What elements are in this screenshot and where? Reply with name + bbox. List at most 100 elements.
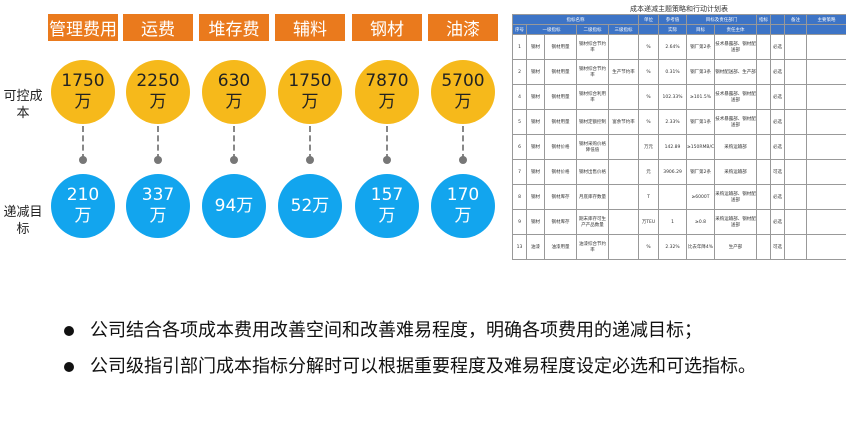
table-cell <box>607 159 640 185</box>
category-steel: 钢材 <box>352 14 422 41</box>
table-cell: % <box>638 59 660 85</box>
table-cell: 技术暴露部、钢材配送部 <box>714 84 758 110</box>
table-cell: 钢材用量 <box>544 34 577 60</box>
table-cell: % <box>638 234 660 260</box>
table-cell: 钢材 <box>526 59 545 85</box>
table-cell: 钢材 <box>526 159 545 185</box>
table-cell <box>607 259 640 260</box>
table-cell: 钢材采购价格降低值 <box>576 134 609 160</box>
table-cell: 富余节约率 <box>607 109 640 135</box>
table-cell: 期末库存可生产产品数量 <box>576 209 609 235</box>
table-cell <box>784 159 808 185</box>
table-row: 8 钢材 钢材库存 月底库存数量 T ≥6000T 采购运输部、钢材配送部 必选 <box>512 184 846 210</box>
table-cell <box>784 234 808 260</box>
table-cell: 油漆用量 <box>544 234 577 260</box>
table-cell <box>806 84 846 110</box>
table-cell: 必选 <box>770 134 786 160</box>
action-plan-table: 指标名称 单位 参考值 目标及责任部门 指标 备注 主要策略 序号 一级指标 二… <box>512 14 846 260</box>
table-title: 成本递减主题策略和行动计划表 <box>630 5 728 13</box>
table-cell <box>784 59 808 85</box>
table-cell <box>784 34 808 60</box>
table-cell: 钢材综合节约率 <box>576 34 609 60</box>
table-cell: 钢材出售价格 <box>576 159 609 185</box>
table-cell <box>607 34 640 60</box>
table-cell: 1 <box>512 34 527 60</box>
subheader-blank <box>806 24 846 35</box>
connector-line <box>386 126 388 160</box>
table-cell <box>784 134 808 160</box>
table-cell <box>806 109 846 135</box>
category-storage-fee: 堆存费 <box>199 14 269 41</box>
table-cell: 102.33% <box>658 84 688 110</box>
table-cell: ≥101.5% <box>686 84 716 110</box>
table-cell: 8 <box>512 184 527 210</box>
table-cell <box>607 184 640 210</box>
table-cell: 采购运输部、钢材配送部 <box>714 209 758 235</box>
table-row: 5 钢材 钢材用量 钢材定额控制 富余节约率% 2.33% 钢厂第1条 技术暴露部、钢材配送部… <box>512 109 846 135</box>
table-cell: % <box>638 84 660 110</box>
table-cell: 0.31% <box>658 59 688 85</box>
table-cell <box>756 159 772 185</box>
connector-line <box>157 126 159 160</box>
table-cell: 1 <box>658 209 688 235</box>
connector-dot <box>306 156 314 164</box>
table-cell: 比去年降4% <box>686 234 716 260</box>
table-cell: 钢材库存 <box>544 184 577 210</box>
connector-dot <box>79 156 87 164</box>
table-cell: ≥6000T <box>686 184 716 210</box>
table-cell: 142.89 <box>658 134 688 160</box>
table-cell: 钢材 <box>526 209 545 235</box>
table-cell: 钢材用量 <box>544 59 577 85</box>
table-cell: 钢厂第2条 <box>686 159 716 185</box>
header-indicator-name: 指标名称 <box>512 14 640 25</box>
table-cell: 必选 <box>770 59 786 85</box>
table-cell <box>784 84 808 110</box>
table-cell: 必选 <box>770 109 786 135</box>
controllable-circle: 2250 万 <box>126 60 190 124</box>
table-cell: 生产节约率 <box>607 59 640 85</box>
table-cell: 14 <box>512 259 527 260</box>
table-cell <box>607 234 640 260</box>
bullet-dot-icon <box>64 326 74 336</box>
subheader-level1: 一级指标 <box>526 24 577 35</box>
controllable-circle: 5700 万 <box>431 60 495 124</box>
table-cell: 7 <box>512 159 527 185</box>
table-cell: 采购运输部 <box>714 134 758 160</box>
table-cell: 2 <box>512 59 527 85</box>
connector-line <box>82 126 84 160</box>
subheader-owner: 责任主体 <box>714 24 758 35</box>
table-cell: 钢材 <box>526 184 545 210</box>
header-indicator: 指标 <box>756 14 772 25</box>
bullet-dot-icon <box>64 362 74 372</box>
subheader-level2: 二级指标 <box>576 24 609 35</box>
subheader-blank <box>638 24 660 35</box>
table-header-row: 指标名称 单位 参考值 目标及责任部门 指标 备注 主要策略 <box>512 14 846 25</box>
table-cell: RMB/TN <box>638 259 660 260</box>
table-cell: 钢材 <box>526 134 545 160</box>
reduction-target-label: 递减目标 <box>3 205 43 237</box>
table-cell: 采购运输部、钢材配送部 <box>714 184 758 210</box>
table-cell: 油漆综合节约率 <box>576 234 609 260</box>
table-cell <box>756 184 772 210</box>
subheader-target: 目标 <box>686 24 716 35</box>
connector-line <box>462 126 464 160</box>
table-row: 1 钢材 钢材用量 钢材综合节约率% 2.64% 钢厂第2条 技术暴露部、钢材配送部 必选 <box>512 34 846 60</box>
controllable-circle: 7870 万 <box>355 60 419 124</box>
connector-line <box>309 126 311 160</box>
table-cell: 6 <box>512 134 527 160</box>
table-cell: ≥150RMB/CTEU <box>686 134 716 160</box>
table-cell: 钢厂第1条 <box>686 109 716 135</box>
table-cell <box>784 259 808 260</box>
table-cell: 钢材 <box>526 109 545 135</box>
table-cell <box>756 84 772 110</box>
header-unit: 单位 <box>638 14 660 25</box>
table-cell <box>806 34 846 60</box>
table-cell: 钢材配送部、生产部 <box>714 59 758 85</box>
subheader-blank <box>770 24 786 35</box>
connector-line <box>233 126 235 160</box>
category-management-fee: 管理费用 <box>48 14 118 41</box>
table-cell <box>806 184 846 210</box>
table-cell <box>607 134 640 160</box>
subheader-blank <box>784 24 808 35</box>
